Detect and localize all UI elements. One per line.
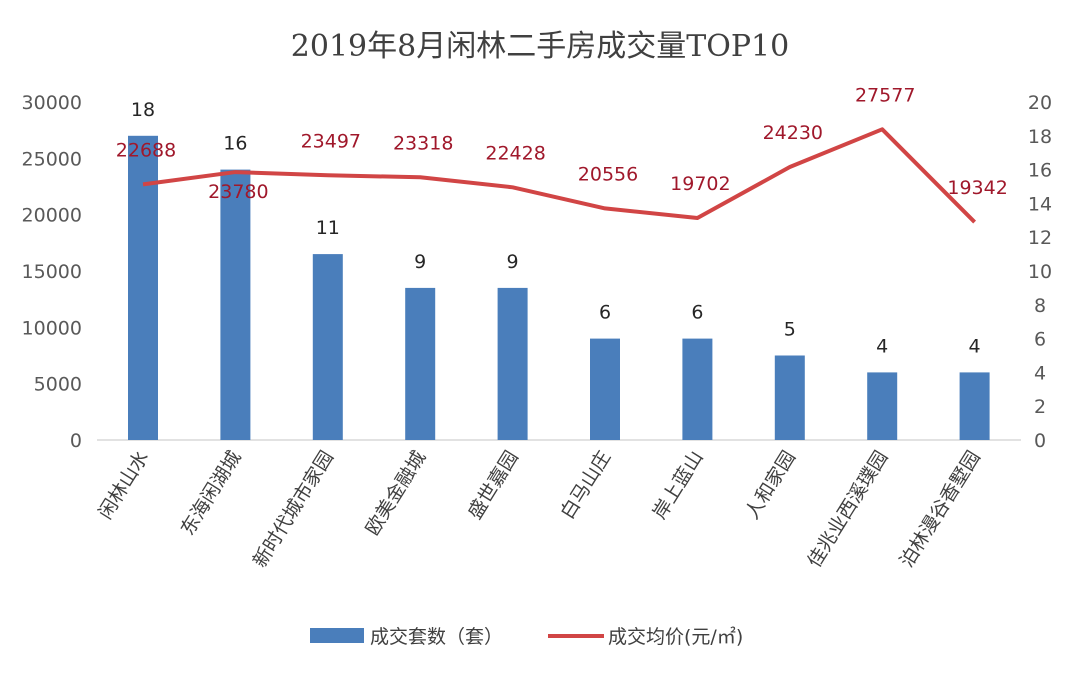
left-tick-label: 10000 (22, 317, 82, 339)
bar-series: 18 16 11 9 9 6 6 5 4 4 (128, 99, 990, 441)
bar (682, 338, 713, 440)
left-tick-label: 5000 (34, 374, 82, 396)
category-label: 闲林山水 (94, 447, 153, 523)
right-tick-label: 18 (1028, 126, 1052, 148)
line-data-label: 22688 (116, 139, 176, 161)
bar (867, 372, 898, 440)
bar-data-label: 4 (969, 335, 981, 357)
category-label: 佳兆业西溪璞园 (803, 447, 892, 571)
category-label: 泊林漫谷香墅园 (896, 447, 985, 571)
line-data-label: 23318 (393, 132, 453, 154)
category-label: 岸上蓝山 (649, 447, 708, 523)
bar (774, 355, 805, 440)
line-path (142, 127, 977, 224)
bar (590, 338, 620, 440)
bar-data-label: 11 (316, 217, 340, 239)
x-axis: 闲林山水 东海闲湖城 新时代城市家园 欧美金融城 盛世嘉园 白马山庄 岸上蓝山 人和家园 佳兆业… (94, 447, 985, 571)
bar-data-label: 18 (131, 99, 155, 121)
left-axis: 0 5000 10000 15000 20000 25000 30000 (22, 92, 82, 452)
bar (312, 254, 343, 440)
left-tick-label: 30000 (22, 92, 82, 114)
bar-data-label: 6 (691, 302, 703, 324)
category-label: 盛世嘉园 (464, 447, 523, 523)
left-tick-label: 25000 (22, 148, 82, 170)
category-label: 欧美金融城 (361, 447, 430, 539)
legend-bar-label: 成交套数（套） (370, 626, 503, 648)
legend: 成交套数（套） 成交均价(元/㎡) (310, 625, 743, 648)
category-label: 白马山庄 (556, 447, 615, 523)
bar (128, 135, 158, 441)
line-data-label: 19342 (947, 177, 1007, 199)
legend-bar-swatch (310, 628, 364, 643)
category-label: 东海闲湖城 (177, 447, 246, 539)
right-tick-label: 10 (1028, 261, 1052, 283)
bar (497, 287, 528, 440)
line-data-label: 27577 (855, 84, 915, 106)
bar-data-label: 5 (784, 319, 796, 341)
line-data-label: 24230 (763, 122, 823, 144)
bar-data-label: 9 (507, 251, 519, 273)
line-data-label: 23497 (301, 130, 361, 152)
line-data-label: 23780 (208, 181, 268, 203)
right-tick-label: 8 (1034, 295, 1046, 317)
left-tick-label: 20000 (22, 205, 82, 227)
right-tick-label: 12 (1028, 227, 1052, 249)
right-tick-label: 0 (1034, 430, 1046, 452)
bar-data-label: 6 (599, 302, 611, 324)
line-data-label: 19702 (670, 173, 730, 195)
category-label: 新时代城市家园 (249, 447, 338, 571)
chart-title: 2019年8月闲林二手房成交量TOP10 (291, 29, 789, 64)
bar (405, 287, 436, 440)
right-tick-label: 6 (1034, 329, 1046, 351)
line-data-label: 22428 (485, 142, 545, 164)
bar-data-label: 4 (876, 335, 888, 357)
bar-data-label: 9 (414, 251, 426, 273)
line-data-label: 20556 (578, 163, 638, 185)
right-tick-label: 4 (1034, 362, 1046, 384)
bar-data-label: 16 (223, 133, 247, 155)
right-axis: 0 2 4 6 8 10 12 14 16 18 20 (1028, 92, 1052, 452)
legend-line-label: 成交均价(元/㎡) (608, 625, 743, 648)
right-tick-label: 16 (1028, 160, 1052, 182)
right-tick-label: 2 (1034, 396, 1046, 418)
bar (959, 372, 990, 440)
left-tick-label: 0 (70, 430, 82, 452)
bar (220, 169, 251, 440)
right-tick-label: 20 (1028, 92, 1052, 114)
category-label: 人和家园 (741, 447, 800, 523)
line-series: 22688 23780 23497 23318 22428 20556 19702 24230… (116, 84, 1008, 224)
right-tick-label: 14 (1028, 193, 1052, 215)
left-tick-label: 15000 (22, 261, 82, 283)
